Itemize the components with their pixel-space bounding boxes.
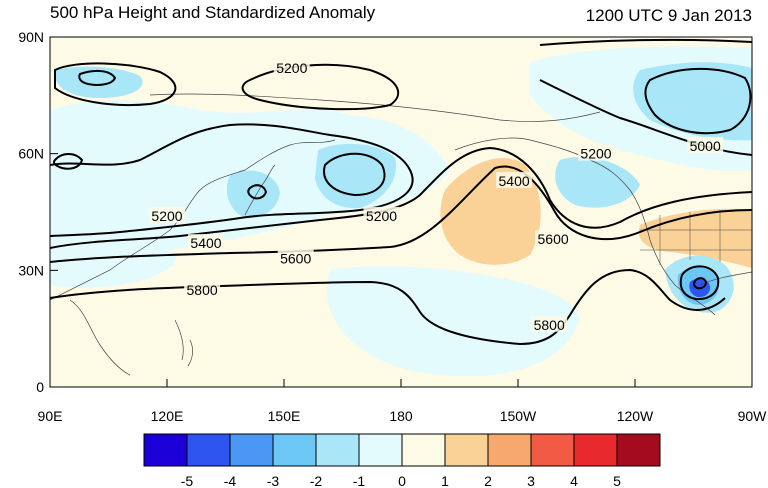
contour-label-bg: [535, 230, 572, 247]
colorbar-swatch: [229, 433, 274, 467]
colorbar-swatch: [358, 433, 403, 467]
figure-title: 500 hPa Height and Standardized Anomaly: [50, 3, 376, 22]
lat-tick-label: 30N: [18, 262, 44, 278]
colorbar-swatch: [186, 433, 231, 467]
lat-tick-label: 0: [36, 379, 44, 395]
colorbar-swatch: [573, 433, 618, 467]
state-borders: [640, 210, 752, 265]
contour-label: 5600: [280, 251, 311, 267]
contour-low-mexico-inner: [692, 277, 708, 290]
anomaly-region-pos1-america: [638, 208, 752, 268]
colorbar-tick-label: 1: [441, 473, 449, 488]
contour-low-siberia: [53, 153, 84, 170]
anomaly-region-neg1-japan: [226, 170, 280, 219]
colorbar-tick-label: -2: [310, 473, 323, 488]
contour-5600: [50, 165, 752, 263]
contour-5200-arctic: [241, 63, 400, 111]
latitude-axis: 90N 60N 30N 0: [18, 29, 58, 395]
lon-tick-label: 150W: [500, 408, 537, 424]
contour-label-bg: [496, 171, 533, 188]
contour-low-bering: [323, 152, 386, 197]
colorbar-swatch: [315, 433, 360, 467]
contour-label-bg: [363, 206, 400, 223]
contour-low-arctic-inner: [78, 69, 117, 86]
lat-tick-label: 60N: [18, 146, 44, 162]
colorbar-tick-label: -1: [353, 473, 366, 488]
colorbar-swatch: [143, 433, 188, 467]
contour-label: 5200: [151, 208, 182, 224]
colorbar-tick-label: 4: [570, 473, 578, 488]
longitude-axis: 90E 120E 150E 180 150W 120W 90W: [38, 379, 768, 424]
colorbar-swatch: [616, 433, 661, 467]
contour-low-mexico: [679, 265, 720, 301]
contour-label-bg: [188, 234, 224, 251]
contour-label-bg: [578, 144, 614, 161]
contour-label: 5200: [276, 60, 307, 76]
lon-tick-label: 150E: [268, 408, 301, 424]
lon-tick-label: 120W: [617, 408, 654, 424]
contour-label: 5400: [190, 235, 221, 251]
anomaly-colorbar: -5 -4 -3 -2 -1 0 1 2 3 4 5: [143, 433, 661, 488]
colorbar-swatch: [530, 433, 575, 467]
contour-label-bg: [531, 315, 568, 332]
coastline-indochina: [69, 299, 131, 376]
coastline-north-america-west: [629, 189, 716, 316]
contour-5200: [50, 123, 414, 237]
contour-label: 5200: [580, 146, 611, 162]
contour-label-bg: [277, 249, 314, 266]
colorbar-swatch: [272, 433, 317, 467]
colorbar-tick-label: 2: [484, 473, 492, 488]
contour-label: 5800: [187, 282, 218, 298]
map-panel: 5200 5200 5200 5200 5000 5400 5400 5600 5600 5800…: [49, 36, 753, 388]
colorbar-swatch: [401, 433, 446, 467]
contour-label-bg: [687, 136, 724, 153]
colorbar-tick-label: 5: [613, 473, 621, 488]
contour-5400: [50, 146, 752, 249]
contour-label: 5800: [534, 317, 565, 333]
contour-label-bg: [149, 206, 185, 223]
colorbar-tick-label: 3: [527, 473, 535, 488]
lon-tick-label: 90E: [38, 408, 63, 424]
coastline-asia: [50, 139, 336, 301]
colorbar-swatch: [444, 433, 489, 467]
coastline-philippines: [174, 319, 193, 367]
contour-label: 5600: [538, 231, 569, 247]
colorbar-tick-label: -4: [224, 473, 237, 488]
contour-label-bg: [273, 59, 310, 76]
coastlines: [50, 93, 752, 376]
colorbar-tick-label: -3: [267, 473, 280, 488]
lon-tick-label: 180: [389, 408, 413, 424]
lon-tick-label: 120E: [151, 408, 184, 424]
colorbar-swatch: [487, 433, 532, 467]
contour-labels: 5200 5200 5200 5200 5000 5400 5400 5600 5600 5800…: [149, 59, 724, 333]
contour-low-arctic: [54, 62, 177, 107]
coastline-gulf: [699, 271, 752, 286]
contour-label: 5200: [366, 208, 397, 224]
coastline-alaska: [454, 137, 631, 191]
valid-time: 1200 UTC 9 Jan 2013: [586, 6, 752, 25]
anomaly-region-neg2-arctic: [54, 66, 143, 98]
lon-tick-label: 90W: [738, 408, 768, 424]
contour-5000-canada: [644, 67, 752, 135]
contour-label: 5000: [690, 138, 721, 154]
coastline-arctic: [149, 93, 601, 122]
contour-low-japan: [247, 184, 268, 200]
anomaly-region-neg1-alaska-band: [555, 156, 640, 208]
coastline-japan: [244, 164, 276, 216]
contour-label-bg: [184, 280, 221, 297]
lat-tick-label: 90N: [18, 29, 44, 45]
colorbar-tick-label: -5: [181, 473, 194, 488]
colorbar-tick-label: 0: [398, 473, 406, 488]
contour-label: 5400: [499, 173, 530, 189]
anomaly-region-neg1-pacific-pale: [326, 266, 580, 377]
